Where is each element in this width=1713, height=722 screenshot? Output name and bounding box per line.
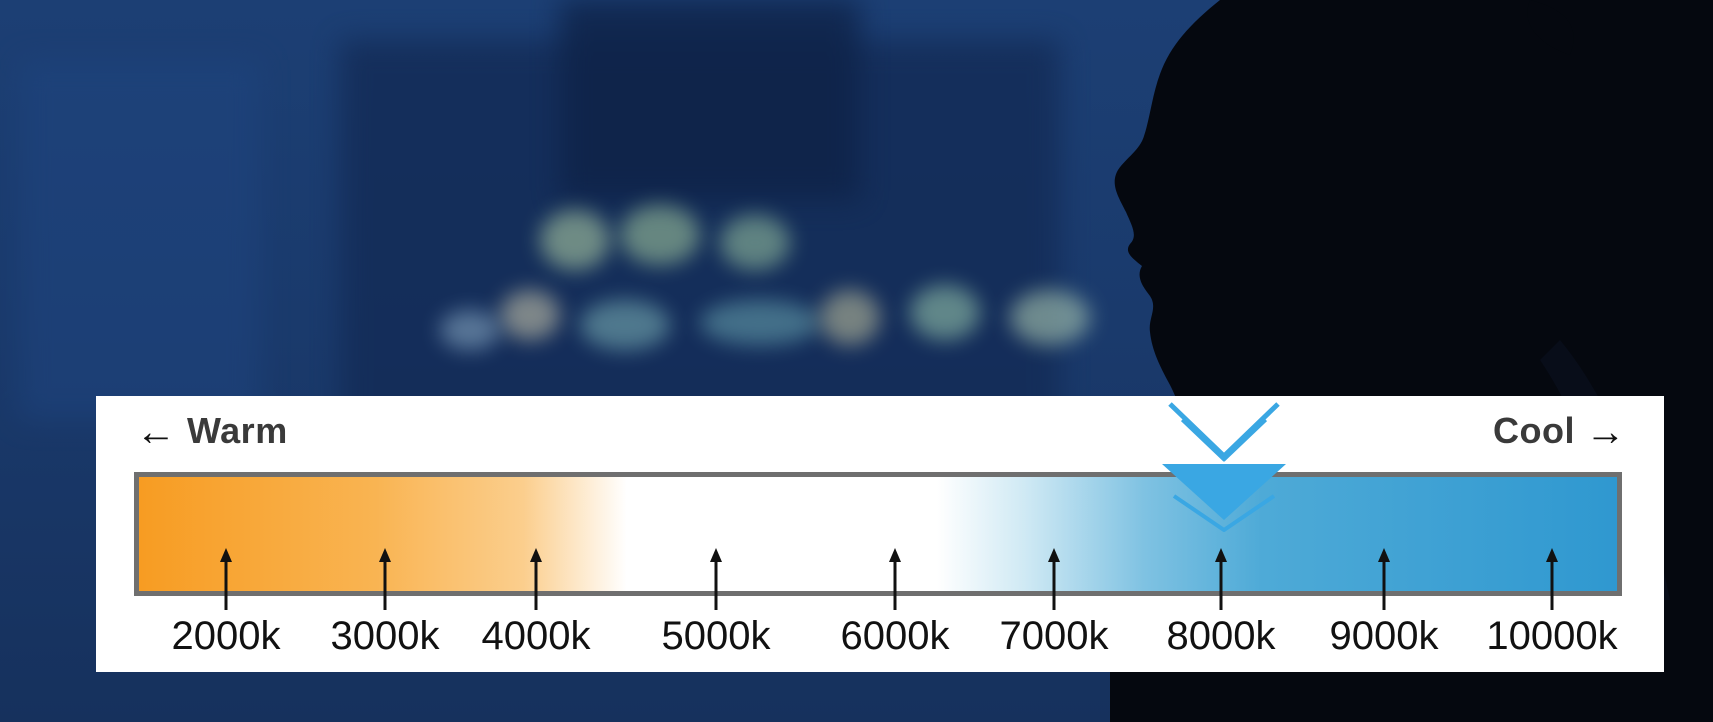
city-light [820, 290, 880, 345]
tick-arrow [379, 548, 391, 610]
tick-label: 8000k [1166, 614, 1276, 658]
double-chevron-down-icon [1162, 402, 1286, 532]
tick-arrow [710, 548, 722, 610]
tick-label: 10000k [1486, 614, 1618, 658]
tick-arrow [1048, 548, 1060, 610]
tick-arrows [220, 548, 1558, 610]
background-tower [20, 60, 260, 420]
tick-arrow [220, 548, 232, 610]
tick-label: 4000k [481, 614, 591, 658]
tick-label: 5000k [661, 614, 771, 658]
warm-label: ← Warm [136, 410, 288, 455]
arrow-right-icon: → [1585, 410, 1626, 454]
tick-arrow [1378, 548, 1390, 610]
color-temperature-scale: ← Warm Cool → 2000k 3000k 4000k 5000k 6000k 7… [96, 396, 1664, 672]
city-light [1010, 290, 1090, 345]
tick-label: 3000k [330, 614, 440, 658]
tick-label: 6000k [840, 614, 950, 658]
city-light [540, 210, 610, 270]
arrow-left-icon: ← [136, 410, 177, 454]
background-building [560, 0, 860, 200]
cool-label-text: Cool [1493, 410, 1575, 451]
cool-label: Cool → [1493, 410, 1626, 455]
city-light [620, 205, 700, 265]
temperature-gradient-bar [134, 472, 1622, 596]
city-light [720, 215, 790, 270]
tick-arrow [1546, 548, 1558, 610]
city-light [700, 300, 820, 345]
tick-arrow [530, 548, 542, 610]
tick-label: 7000k [999, 614, 1109, 658]
warm-label-text: Warm [187, 410, 288, 451]
city-light [910, 285, 980, 340]
tick-label: 2000k [171, 614, 281, 658]
city-light [500, 290, 560, 340]
tick-label: 9000k [1329, 614, 1439, 658]
city-light [580, 300, 670, 350]
tick-arrow [889, 548, 901, 610]
tick-arrow [1215, 548, 1227, 610]
city-light [440, 310, 500, 350]
